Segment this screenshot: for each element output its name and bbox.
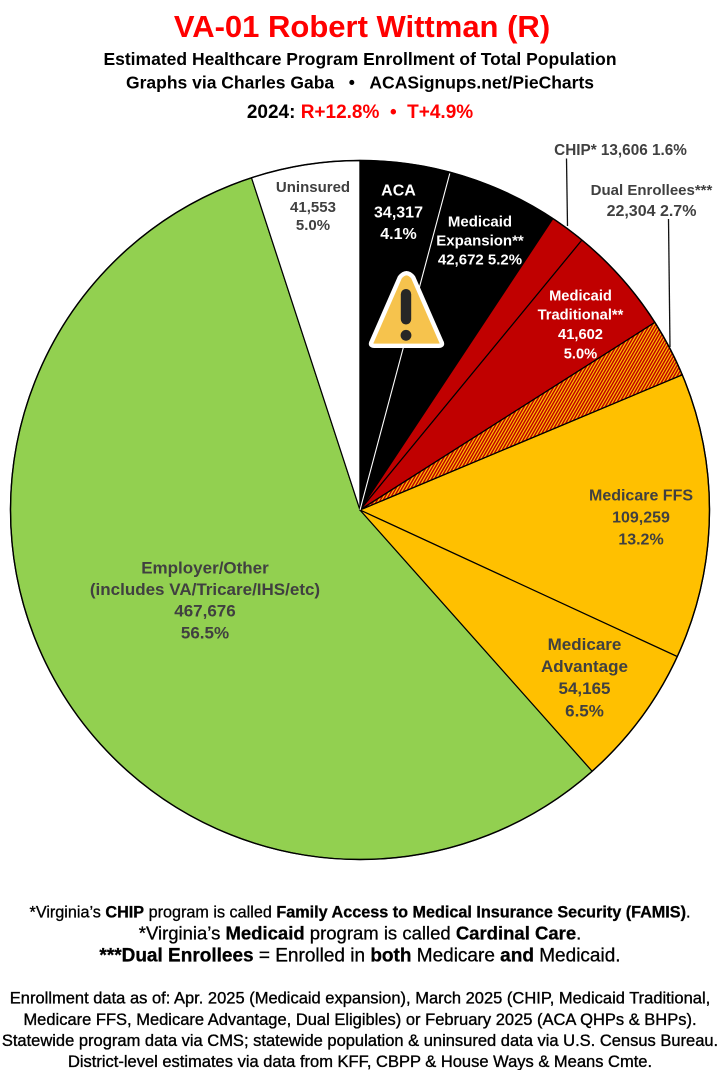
svg-text:54,165: 54,165	[559, 679, 611, 698]
svg-text:District-level estimates via d: District-level estimates via data from K…	[68, 1053, 652, 1070]
svg-text:*Virginia’s CHIP program is ca: *Virginia’s CHIP program is called Famil…	[30, 904, 691, 922]
svg-text:Medicare: Medicare	[548, 635, 622, 654]
svg-text:Employer/Other: Employer/Other	[141, 559, 269, 578]
svg-text:Medicare FFS, Medicare Advanta: Medicare FFS, Medicare Advantage, Dual E…	[23, 1011, 696, 1029]
svg-text:CHIP* 13,606 1.6%: CHIP* 13,606 1.6%	[554, 142, 687, 159]
svg-text:***Dual Enrollees = Enrolled i: ***Dual Enrollees = Enrolled in both Med…	[99, 946, 620, 967]
svg-text:2024: R+12.8% • T+4.9%: 2024: R+12.8% • T+4.9%	[247, 102, 473, 123]
svg-text:13.2%: 13.2%	[618, 532, 663, 549]
svg-text:Graphs via Charles Gaba •: Graphs via Charles Gaba • ACASignups.net…	[126, 73, 594, 93]
svg-text:6.5%: 6.5%	[565, 702, 604, 721]
svg-text:Expansion**: Expansion**	[436, 233, 524, 250]
svg-text:Statewide program data via CMS: Statewide program data via CMS; statewid…	[2, 1032, 718, 1050]
svg-text:Advantage: Advantage	[541, 657, 628, 676]
svg-text:Medicaid: Medicaid	[549, 289, 612, 305]
svg-text:VA-01 Robert Wittman (R): VA-01 Robert Wittman (R)	[174, 9, 550, 44]
svg-text:42,672 5.2%: 42,672 5.2%	[438, 252, 522, 269]
svg-text:ACA: ACA	[381, 183, 416, 200]
svg-text:22,304 2.7%: 22,304 2.7%	[607, 203, 697, 220]
svg-text:467,676: 467,676	[174, 602, 235, 621]
svg-text:Estimated Healthcare Program E: Estimated Healthcare Program Enrollment …	[103, 49, 616, 69]
svg-text:4.1%: 4.1%	[380, 226, 416, 243]
svg-text:41,602: 41,602	[558, 327, 603, 343]
svg-text:109,259: 109,259	[612, 510, 670, 527]
svg-text:41,553: 41,553	[290, 199, 336, 216]
svg-text:56.5%: 56.5%	[181, 624, 229, 643]
svg-text:Uninsured: Uninsured	[276, 179, 350, 196]
svg-text:Dual Enrollees***: Dual Enrollees***	[591, 182, 713, 199]
svg-text:Enrollment data as of: Apr. 20: Enrollment data as of: Apr. 2025 (Medica…	[10, 990, 710, 1008]
svg-text:*Virginia’s Medicaid program i: *Virginia’s Medicaid program is called C…	[139, 923, 582, 944]
svg-text:5.0%: 5.0%	[564, 347, 597, 363]
svg-text:Traditional**: Traditional**	[538, 308, 624, 324]
svg-text:Medicaid: Medicaid	[448, 214, 512, 231]
svg-text:Medicare FFS: Medicare FFS	[589, 488, 693, 505]
svg-text:5.0%: 5.0%	[296, 217, 330, 234]
svg-text:(includes VA/Tricare/IHS/etc): (includes VA/Tricare/IHS/etc)	[90, 580, 320, 599]
svg-text:34,317: 34,317	[374, 205, 423, 222]
